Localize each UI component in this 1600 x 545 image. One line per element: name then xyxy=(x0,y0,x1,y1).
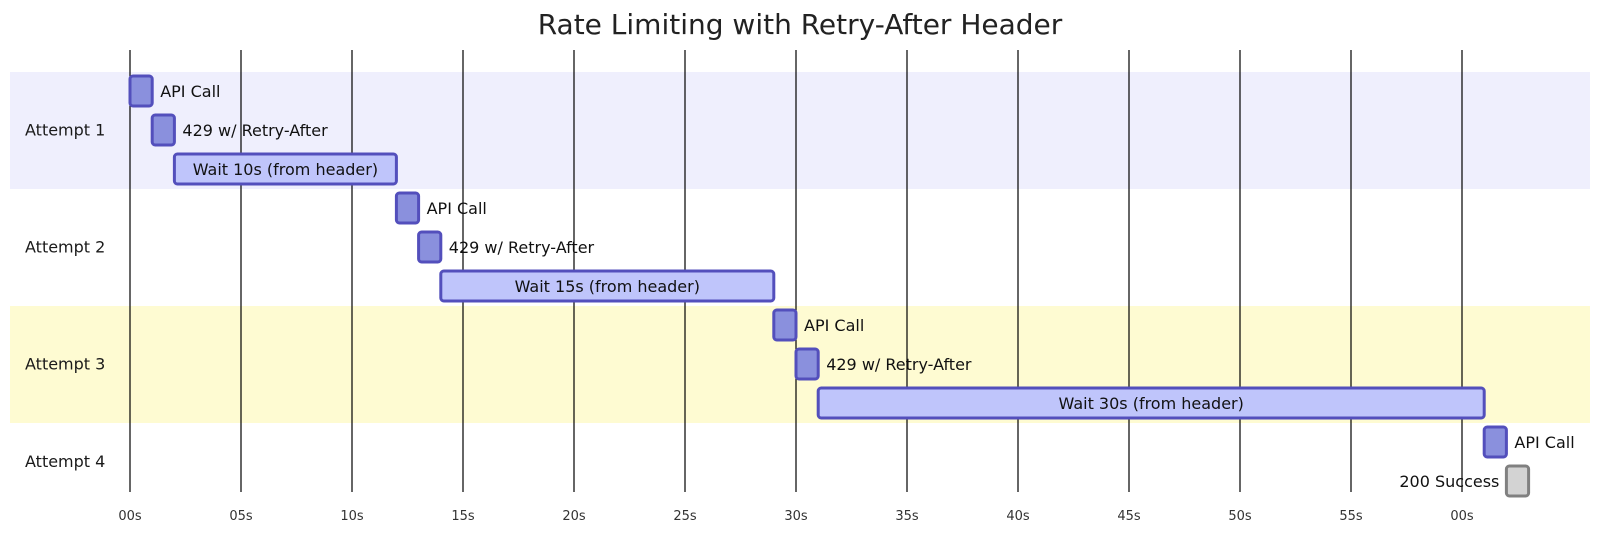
tick-label: 30s xyxy=(784,509,808,524)
section-label: Attempt 4 xyxy=(25,452,105,471)
section-label: Attempt 2 xyxy=(25,238,105,257)
task-bar xyxy=(772,308,798,342)
task-label: 429 w/ Retry-After xyxy=(449,238,595,257)
task-label: 200 Success xyxy=(1399,472,1499,491)
task-label: API Call xyxy=(804,316,864,335)
tick-label: 00s xyxy=(1450,509,1474,524)
task-label: 429 w/ Retry-After xyxy=(826,355,972,374)
task-bar xyxy=(1504,464,1531,498)
tick-label: 25s xyxy=(673,509,697,524)
tick-label: 20s xyxy=(562,509,586,524)
task-bar xyxy=(394,191,421,225)
tick-label: 15s xyxy=(451,509,475,524)
tick-label: 45s xyxy=(1117,509,1141,524)
task-label: Wait 30s (from header) xyxy=(1059,394,1244,413)
task-bar xyxy=(417,230,443,264)
tick-label: 40s xyxy=(1006,509,1030,524)
section-band xyxy=(10,423,1590,511)
task-bar xyxy=(128,74,154,108)
task-label: Wait 10s (from header) xyxy=(193,160,378,179)
task-label: Wait 15s (from header) xyxy=(515,277,700,296)
task-bar xyxy=(172,152,398,186)
task-bar xyxy=(794,347,820,381)
task-bar xyxy=(150,113,176,147)
task-bar xyxy=(439,269,776,303)
section-label: Attempt 1 xyxy=(25,121,105,140)
task-label: API Call xyxy=(427,199,487,218)
section-bands: Attempt 1 Attempt 2 Attempt 3 Attempt 4 xyxy=(10,72,1590,511)
task-label: 429 w/ Retry-After xyxy=(182,121,328,140)
tick-label: 55s xyxy=(1339,509,1363,524)
tick-label: 35s xyxy=(895,509,919,524)
section-label: Attempt 3 xyxy=(25,355,105,374)
task-label: API Call xyxy=(1514,433,1574,452)
x-axis-ticks: 00s 05s 10s 15s 20s 25s 30s 35s 40s 45s 50s 55s 00s xyxy=(118,509,1474,524)
task-label: API Call xyxy=(160,82,220,101)
tick-label: 05s xyxy=(229,509,253,524)
tick-label: 10s xyxy=(340,509,364,524)
section-band xyxy=(10,189,1590,306)
task-bar xyxy=(816,386,1486,420)
tick-label: 50s xyxy=(1228,509,1252,524)
chart-title: Rate Limiting with Retry-After Header xyxy=(538,8,1063,41)
task-bar xyxy=(1482,425,1508,459)
tick-label: 00s xyxy=(118,509,142,524)
task-bars: API Call 429 w/ Retry-After Wait 10s (from… xyxy=(128,74,1575,498)
